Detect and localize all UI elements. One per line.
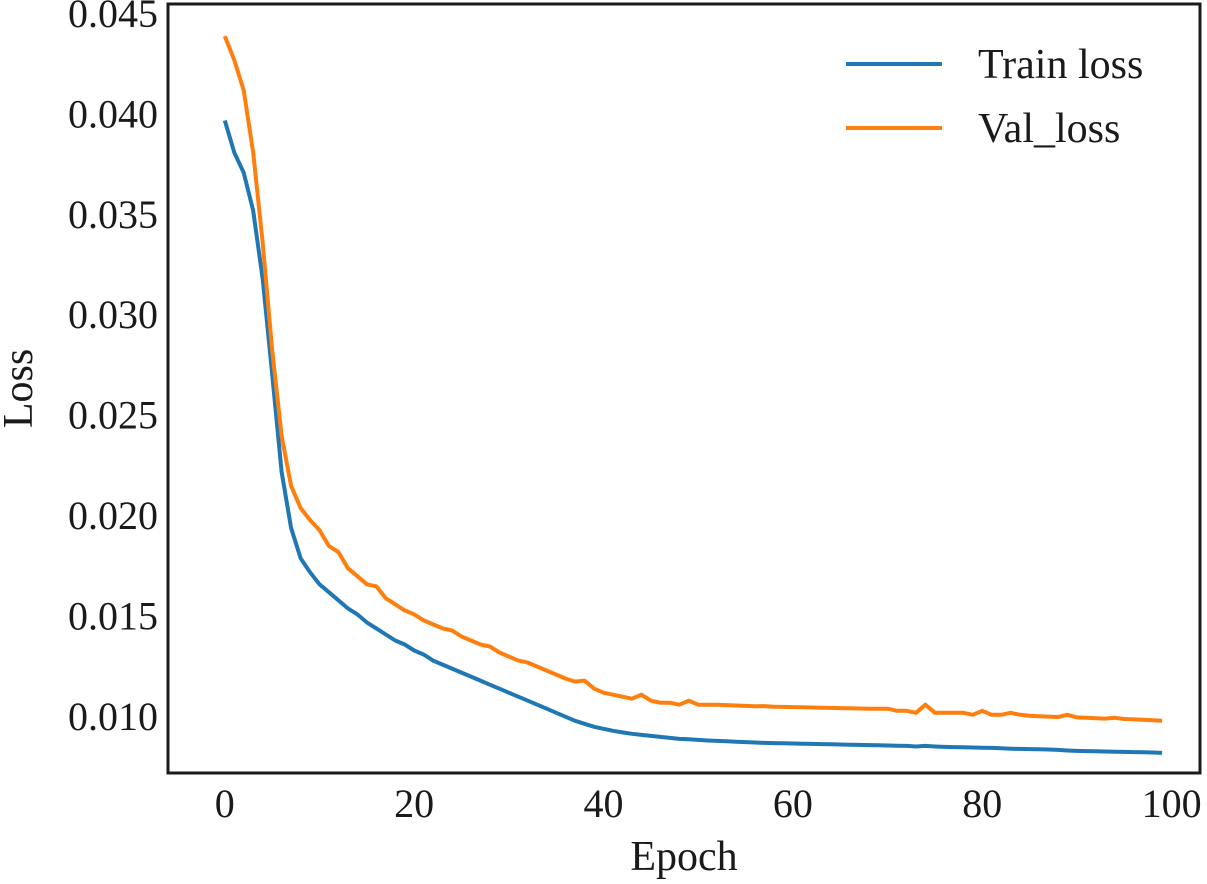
y-axis-ticks: 0.010 0.015 0.020 0.025 0.030 0.035 0.040 0.045 bbox=[68, 0, 158, 739]
y-tick-label: 0.035 bbox=[68, 192, 158, 237]
plot-frame bbox=[166, 2, 1202, 775]
y-tick-label: 0.015 bbox=[68, 593, 158, 638]
legend-label-val-loss: Val_loss bbox=[978, 106, 1120, 152]
x-tick-label: 40 bbox=[584, 781, 624, 826]
y-tick-label: 0.040 bbox=[68, 91, 158, 136]
x-tick-label: 60 bbox=[773, 781, 813, 826]
x-axis-ticks: 0 20 40 60 80 100 bbox=[215, 781, 1202, 826]
y-tick-label: 0.020 bbox=[68, 493, 158, 538]
legend: Train loss Val_loss bbox=[846, 42, 1143, 152]
x-axis-label: Epoch bbox=[630, 834, 737, 880]
legend-label-train-loss: Train loss bbox=[978, 42, 1143, 88]
y-tick-label: 0.045 bbox=[68, 0, 158, 36]
series-line-val-loss bbox=[222, 35, 1163, 723]
x-tick-label: 80 bbox=[962, 781, 1002, 826]
y-axis-label: Loss bbox=[0, 349, 42, 428]
x-tick-label: 100 bbox=[1142, 781, 1202, 826]
x-tick-label: 0 bbox=[215, 781, 235, 826]
series-layer bbox=[222, 35, 1163, 755]
y-tick-label: 0.030 bbox=[68, 292, 158, 337]
y-tick-label: 0.010 bbox=[68, 694, 158, 739]
series-line-train-loss bbox=[222, 119, 1163, 755]
x-tick-label: 20 bbox=[394, 781, 434, 826]
y-tick-label: 0.025 bbox=[68, 393, 158, 438]
